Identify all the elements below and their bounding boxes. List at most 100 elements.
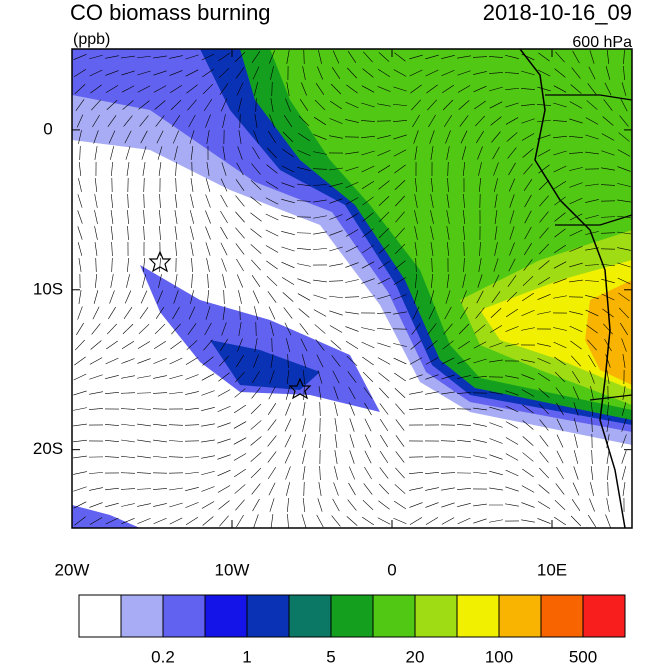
wind-barb bbox=[205, 306, 211, 320]
wind-barb bbox=[349, 450, 355, 464]
wind-barb bbox=[142, 258, 146, 272]
wind-barb bbox=[553, 261, 567, 269]
wind-barb bbox=[217, 485, 231, 493]
wind-barb bbox=[522, 148, 534, 158]
wind-barb bbox=[426, 84, 438, 94]
wind-barb bbox=[606, 450, 610, 464]
wind-barb bbox=[285, 402, 291, 416]
wind-barb bbox=[378, 260, 390, 270]
wind-barb bbox=[143, 193, 145, 209]
wind-barb bbox=[415, 274, 417, 288]
wind-barb bbox=[361, 181, 375, 189]
wind-barb bbox=[143, 225, 145, 241]
wind-barb bbox=[588, 66, 596, 80]
wind-barb bbox=[584, 264, 600, 266]
wind-barb bbox=[463, 241, 465, 257]
wind-barb bbox=[89, 517, 103, 525]
wind-barb bbox=[537, 501, 551, 509]
wind-barb bbox=[250, 228, 262, 238]
wind-barb bbox=[105, 440, 119, 442]
wind-barb bbox=[523, 179, 533, 191]
wind-barb bbox=[586, 100, 598, 110]
wind-barb bbox=[77, 210, 83, 224]
wind-barb bbox=[299, 99, 309, 111]
wind-barb bbox=[281, 165, 295, 173]
wind-barb bbox=[233, 421, 247, 429]
wind-barb bbox=[202, 68, 214, 78]
wind-barb bbox=[379, 387, 389, 399]
wind-barb bbox=[414, 146, 418, 160]
wind-barb bbox=[521, 327, 535, 331]
wind-barb bbox=[137, 85, 151, 93]
wind-barb bbox=[185, 69, 199, 77]
colorbar-box bbox=[414, 594, 458, 638]
wind-barb bbox=[190, 178, 194, 192]
wind-barb bbox=[286, 482, 290, 496]
wind-barb bbox=[127, 193, 129, 209]
wind-barb bbox=[395, 227, 405, 239]
wind-barb bbox=[473, 358, 487, 364]
wind-barb bbox=[447, 177, 449, 193]
wind-barb bbox=[347, 51, 357, 63]
wind-barb bbox=[313, 215, 327, 219]
wind-barb bbox=[346, 355, 358, 367]
wind-barb bbox=[489, 487, 503, 491]
wind-barb bbox=[251, 51, 261, 63]
wind-barb bbox=[431, 274, 433, 288]
wind-barb bbox=[239, 305, 241, 321]
wind-barb bbox=[234, 468, 246, 478]
wind-barb bbox=[537, 69, 551, 77]
wind-barb bbox=[153, 503, 167, 507]
wind-barb bbox=[426, 340, 438, 350]
wind-barb bbox=[586, 324, 598, 334]
wind-barb bbox=[361, 341, 375, 349]
wind-barb bbox=[443, 323, 453, 335]
wind-barb bbox=[168, 440, 184, 442]
wind-barb bbox=[473, 423, 487, 427]
wind-barb bbox=[524, 226, 532, 240]
wind-barb bbox=[620, 322, 628, 336]
wind-barb bbox=[571, 355, 581, 367]
wind-barb bbox=[235, 243, 245, 255]
wind-barb bbox=[494, 226, 498, 240]
wind-barb bbox=[217, 469, 231, 477]
wind-barb bbox=[473, 85, 487, 93]
wind-barb bbox=[445, 130, 451, 144]
wind-barb bbox=[159, 257, 161, 273]
wind-barb bbox=[345, 311, 359, 315]
wind-barb bbox=[221, 162, 227, 176]
wind-barb bbox=[217, 438, 231, 444]
wind-barb bbox=[142, 162, 146, 176]
wind-barb bbox=[185, 516, 199, 526]
wind-barb bbox=[267, 403, 277, 415]
wind-barb bbox=[105, 85, 119, 93]
wind-barb bbox=[333, 482, 339, 496]
wind-barb bbox=[508, 258, 516, 272]
wind-barb bbox=[590, 402, 594, 416]
wind-barb bbox=[601, 167, 615, 171]
wind-barb bbox=[137, 455, 151, 459]
wind-barb bbox=[505, 503, 519, 507]
wind-barb bbox=[302, 498, 306, 512]
wind-barb bbox=[488, 72, 504, 74]
wind-barb bbox=[201, 53, 215, 61]
wind-barb bbox=[318, 482, 322, 496]
colorbar-box bbox=[582, 594, 626, 638]
wind-barb bbox=[105, 517, 119, 525]
wind-barb bbox=[297, 149, 311, 157]
wind-barb bbox=[377, 327, 391, 331]
wind-barb bbox=[584, 280, 600, 282]
wind-barb bbox=[377, 357, 391, 365]
field-region bbox=[210, 340, 320, 390]
wind-barb bbox=[106, 323, 118, 335]
wind-barb bbox=[153, 55, 167, 59]
wind-barb bbox=[489, 422, 503, 428]
wind-barb bbox=[377, 68, 391, 78]
wind-barb bbox=[569, 197, 583, 205]
wind-barb bbox=[122, 100, 134, 110]
wind-barb bbox=[425, 69, 439, 77]
wind-barb bbox=[393, 86, 407, 92]
wind-barb bbox=[222, 306, 226, 320]
wind-barb bbox=[265, 181, 279, 189]
wind-barb bbox=[297, 248, 311, 250]
